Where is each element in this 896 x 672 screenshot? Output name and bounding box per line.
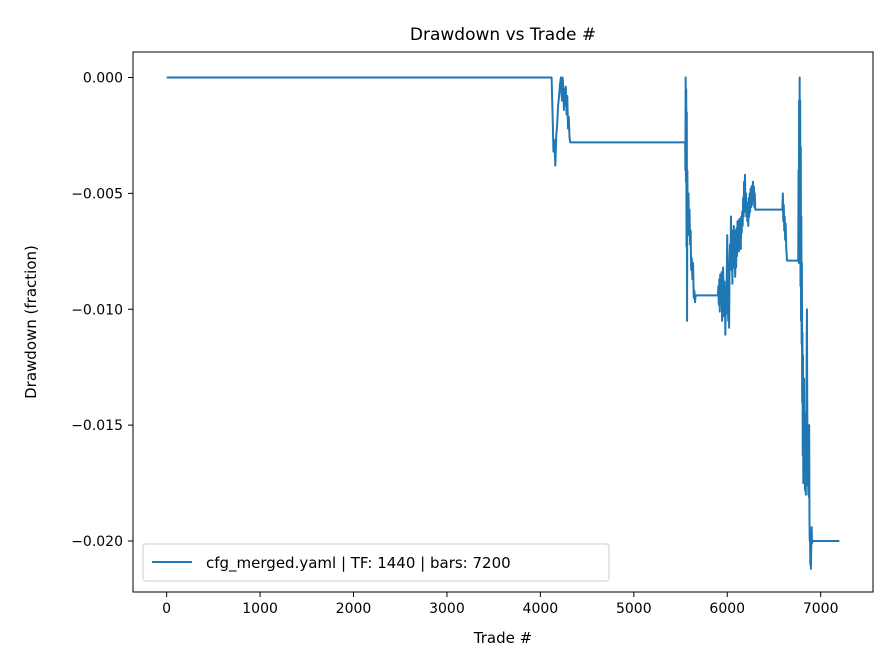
y-axis-ticks: 0.000 −0.005 −0.010 −0.015 −0.020	[71, 70, 133, 550]
x-tick-label: 4000	[523, 601, 559, 617]
y-tick-label: −0.005	[71, 186, 123, 202]
chart-title: Drawdown vs Trade #	[410, 25, 596, 45]
legend: cfg_merged.yaml | TF: 1440 | bars: 7200	[142, 543, 610, 582]
y-tick-label: −0.020	[71, 534, 123, 550]
x-axis-label: Trade #	[473, 629, 532, 647]
x-axis-ticks: 0 1000 2000 3000 4000 5000 6000 7000	[162, 592, 838, 617]
x-tick-label: 2000	[336, 601, 372, 617]
series-layer	[166, 76, 840, 570]
y-axis-label: Drawdown (fraction)	[22, 245, 40, 399]
x-tick-label: 6000	[709, 601, 745, 617]
legend-entry-label: cfg_merged.yaml | TF: 1440 | bars: 7200	[206, 554, 511, 573]
y-tick-label: 0.000	[83, 70, 123, 86]
x-tick-label: 0	[162, 601, 171, 617]
y-tick-label: −0.010	[71, 302, 123, 318]
y-tick-label: −0.015	[71, 418, 123, 434]
series-line-0	[166, 76, 840, 570]
x-tick-label: 1000	[242, 601, 278, 617]
legend-box	[142, 543, 610, 582]
plot-frame	[132, 51, 874, 593]
x-tick-label: 5000	[616, 601, 652, 617]
x-tick-label: 3000	[429, 601, 465, 617]
x-tick-label: 7000	[803, 601, 839, 617]
